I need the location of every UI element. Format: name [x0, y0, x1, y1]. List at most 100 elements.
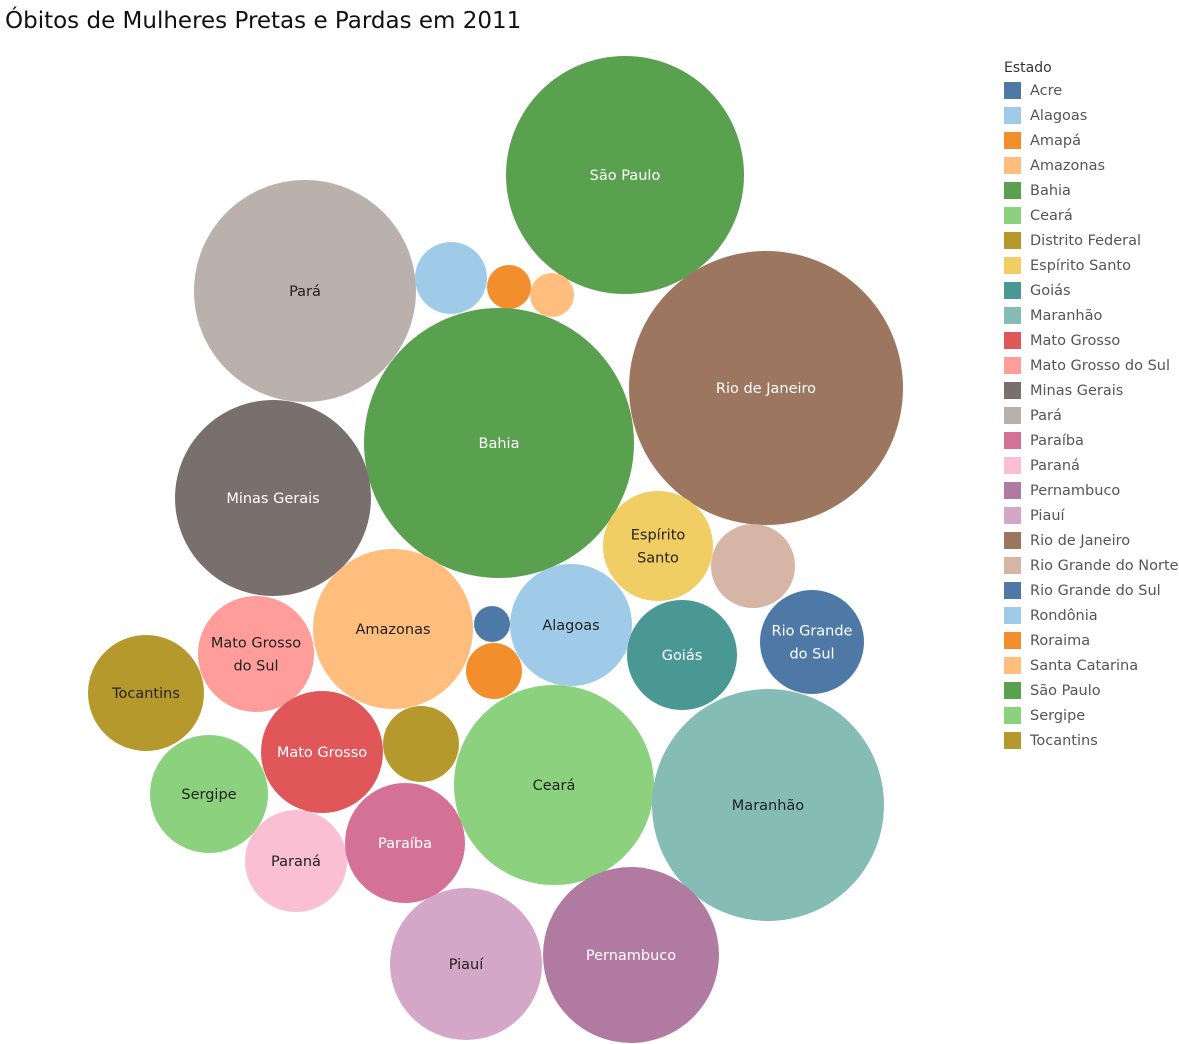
- legend-item-mato-grosso-do-sul[interactable]: Mato Grosso do Sul: [1004, 353, 1179, 378]
- legend-item-rondonia[interactable]: Rondônia: [1004, 603, 1179, 628]
- bubble-rio-grande-do-norte[interactable]: [711, 524, 795, 608]
- bubble-paraiba[interactable]: Paraíba: [345, 783, 465, 903]
- bubble-label: Sergipe: [181, 787, 236, 803]
- bubble-acre[interactable]: [474, 606, 510, 642]
- legend-item-tocantins[interactable]: Tocantins: [1004, 728, 1179, 753]
- legend-item-sao-paulo[interactable]: São Paulo: [1004, 678, 1179, 703]
- bubble-label: Paraíba: [378, 836, 432, 852]
- bubble-circle[interactable]: [466, 643, 522, 699]
- bubble-rio-de-janeiro[interactable]: Rio de Janeiro: [629, 251, 903, 525]
- bubble-maranhao[interactable]: Maranhão: [652, 689, 884, 921]
- bubble-sergipe[interactable]: Sergipe: [150, 735, 268, 853]
- legend-item-parana[interactable]: Paraná: [1004, 453, 1179, 478]
- legend-item-rio-grande-do-sul[interactable]: Rio Grande do Sul: [1004, 578, 1179, 603]
- bubble-circle[interactable]: [603, 491, 713, 601]
- legend-item-espirito-santo[interactable]: Espírito Santo: [1004, 253, 1179, 278]
- legend-item-alagoas[interactable]: Alagoas: [1004, 103, 1179, 128]
- legend-item-piaui[interactable]: Piauí: [1004, 503, 1179, 528]
- legend-item-bahia[interactable]: Bahia: [1004, 178, 1179, 203]
- legend-label: Pará: [1030, 407, 1062, 424]
- bubble-piaui[interactable]: Piauí: [390, 888, 542, 1040]
- legend-swatch: [1004, 157, 1021, 174]
- bubble-label: Minas Gerais: [226, 491, 319, 507]
- legend-item-para[interactable]: Pará: [1004, 403, 1179, 428]
- legend-swatch: [1004, 607, 1021, 624]
- bubble-circle[interactable]: [652, 689, 884, 921]
- bubble-circle[interactable]: [506, 56, 744, 294]
- legend-item-santa-catarina[interactable]: Santa Catarina: [1004, 653, 1179, 678]
- bubble-distrito-federal[interactable]: [383, 706, 459, 782]
- legend-item-ceara[interactable]: Ceará: [1004, 203, 1179, 228]
- bubble-ceara[interactable]: Ceará: [454, 685, 654, 885]
- legend-item-paraiba[interactable]: Paraíba: [1004, 428, 1179, 453]
- legend-item-amapa[interactable]: Amapá: [1004, 128, 1179, 153]
- bubble-circle[interactable]: [627, 600, 737, 710]
- bubble-label: Paraná: [271, 854, 321, 870]
- legend-items: Acre Alagoas Amapá Amazonas Bahia Ceará Distri…: [1004, 78, 1179, 753]
- bubble-mato-grosso[interactable]: Mato Grosso: [261, 691, 383, 813]
- bubble-circle[interactable]: [474, 606, 510, 642]
- legend-title: Estado: [1004, 60, 1052, 76]
- bubble-circle[interactable]: [345, 783, 465, 903]
- bubble-label: Ceará: [533, 778, 576, 794]
- bubble-circle[interactable]: [313, 549, 473, 709]
- legend-label: Mato Grosso do Sul: [1030, 357, 1171, 374]
- legend-item-acre[interactable]: Acre: [1004, 78, 1179, 103]
- bubble-para[interactable]: Pará: [194, 180, 416, 402]
- bubble-circle[interactable]: [454, 685, 654, 885]
- bubble-circle[interactable]: [530, 273, 574, 317]
- bubble-santa-catarina[interactable]: [530, 273, 574, 317]
- legend-label: Bahia: [1030, 182, 1071, 199]
- bubble-circle[interactable]: [510, 564, 632, 686]
- legend-swatch: [1004, 532, 1021, 549]
- legend-item-sergipe[interactable]: Sergipe: [1004, 703, 1179, 728]
- bubble-circle[interactable]: [760, 590, 864, 694]
- bubble-bahia[interactable]: Bahia: [364, 308, 634, 578]
- legend-item-maranhao[interactable]: Maranhão: [1004, 303, 1179, 328]
- legend-item-minas-gerais[interactable]: Minas Gerais: [1004, 378, 1179, 403]
- bubble-circle[interactable]: [487, 265, 531, 309]
- bubble-minas-gerais[interactable]: Minas Gerais: [175, 400, 371, 596]
- bubble-circle[interactable]: [364, 308, 634, 578]
- legend-label: Rio Grande do Norte: [1030, 557, 1179, 574]
- bubble-circle[interactable]: [415, 242, 487, 314]
- legend-item-mato-grosso[interactable]: Mato Grosso: [1004, 328, 1179, 353]
- bubble-roraima[interactable]: [487, 265, 531, 309]
- legend-item-rio-de-janeiro[interactable]: Rio de Janeiro: [1004, 528, 1179, 553]
- bubble-amazonas[interactable]: Amazonas: [313, 549, 473, 709]
- legend-swatch: [1004, 182, 1021, 199]
- legend-item-pernambuco[interactable]: Pernambuco: [1004, 478, 1179, 503]
- bubble-circle[interactable]: [383, 706, 459, 782]
- bubble-amapa[interactable]: [466, 643, 522, 699]
- legend-item-roraima[interactable]: Roraima: [1004, 628, 1179, 653]
- legend-swatch: [1004, 332, 1021, 349]
- bubble-espirito-santo[interactable]: Espírito Santo: [603, 491, 713, 601]
- bubble-circle[interactable]: [88, 635, 204, 751]
- bubble-parana[interactable]: Paraná: [245, 810, 347, 912]
- bubble-circle[interactable]: [711, 524, 795, 608]
- bubble-rio-grande-do-sul[interactable]: Rio Grande do Sul: [760, 590, 864, 694]
- bubble-pernambuco[interactable]: Pernambuco: [543, 867, 719, 1043]
- bubble-mato-grosso-do-sul[interactable]: Mato Grosso do Sul: [198, 596, 314, 712]
- bubble-circle[interactable]: [390, 888, 542, 1040]
- legend-item-distrito-federal[interactable]: Distrito Federal: [1004, 228, 1179, 253]
- legend-item-rio-grande-do-norte[interactable]: Rio Grande do Norte: [1004, 553, 1179, 578]
- bubble-circle[interactable]: [261, 691, 383, 813]
- legend-label: São Paulo: [1030, 682, 1101, 699]
- bubble-chart: São Paulo Pará Rio de Janeiro Bahia Minas Ge…: [88, 56, 903, 1043]
- bubble-circle[interactable]: [194, 180, 416, 402]
- bubble-goias[interactable]: Goiás: [627, 600, 737, 710]
- bubble-alagoas[interactable]: Alagoas: [510, 564, 632, 686]
- bubble-sao-paulo[interactable]: São Paulo: [506, 56, 744, 294]
- bubble-circle[interactable]: [245, 810, 347, 912]
- bubble-circle[interactable]: [629, 251, 903, 525]
- bubble-label: Amazonas: [355, 622, 430, 638]
- legend-item-goias[interactable]: Goiás: [1004, 278, 1179, 303]
- bubble-circle[interactable]: [175, 400, 371, 596]
- bubble-circle[interactable]: [198, 596, 314, 712]
- bubble-tocantins[interactable]: Tocantins: [88, 635, 204, 751]
- legend-item-amazonas[interactable]: Amazonas: [1004, 153, 1179, 178]
- bubble-circle[interactable]: [543, 867, 719, 1043]
- bubble-rondonia[interactable]: [415, 242, 487, 314]
- bubble-circle[interactable]: [150, 735, 268, 853]
